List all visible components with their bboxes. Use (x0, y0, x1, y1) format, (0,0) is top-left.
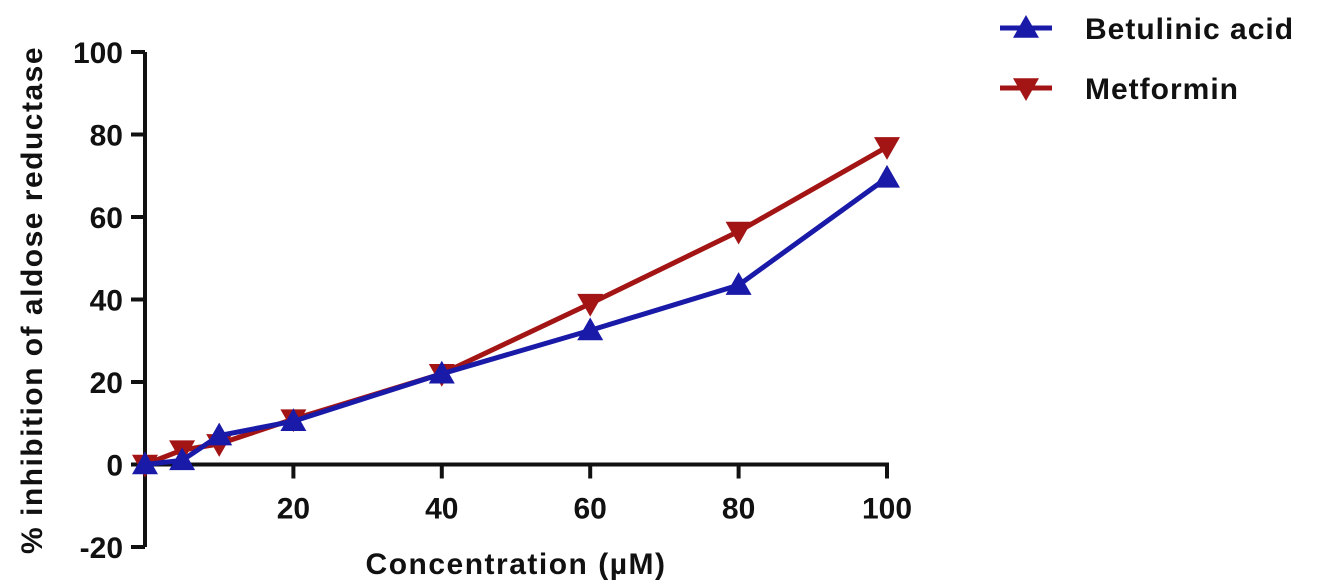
y-tick-label: 20 (90, 367, 123, 400)
data-point-betulinic-acid (169, 447, 196, 471)
legend-marker-triangle-down-icon (1013, 78, 1039, 101)
series-layer (132, 137, 900, 478)
y-tick-label: 80 (90, 120, 123, 153)
x-tick-label: 40 (425, 493, 458, 526)
legend: Betulinic acid Metformin (1000, 13, 1294, 106)
legend-item-betulinic-acid: Betulinic acid (1000, 13, 1294, 46)
legend-label: Betulinic acid (1085, 13, 1294, 46)
series-betulinic-acid (132, 164, 900, 475)
x-tick-label: 20 (277, 493, 310, 526)
y-tick-label: 0 (106, 450, 123, 483)
legend-item-metformin: Metformin (1000, 73, 1239, 106)
series-line-metformin (144, 144, 889, 467)
data-point-betulinic-acid (725, 272, 752, 295)
data-point-betulinic-acid (280, 408, 307, 431)
series-line-betulinic-acid (144, 175, 889, 467)
axes: -20 0 20 40 60 80 100 20 40 60 80 100 (73, 37, 912, 565)
x-tick-label: 100 (862, 493, 912, 526)
series-metformin (132, 137, 900, 478)
data-point-betulinic-acid (206, 422, 233, 446)
data-point-betulinic-acid (428, 360, 455, 384)
data-point-betulinic-acid (874, 164, 900, 188)
y-axis-title: % inhibition of aldose reductase (16, 46, 49, 554)
data-point-metformin (874, 137, 900, 160)
data-point-betulinic-acid (577, 317, 604, 341)
data-point-betulinic-acid (132, 451, 158, 475)
x-tick-label: 60 (574, 493, 607, 526)
x-tick-label: 80 (722, 493, 755, 526)
y-tick-label: 100 (73, 37, 123, 70)
y-tick-label: 60 (90, 202, 123, 235)
legend-label: Metformin (1085, 73, 1239, 106)
legend-marker-triangle-up-icon (1013, 15, 1039, 38)
y-tick-label: -20 (80, 532, 123, 565)
x-axis-title: Concentration (µM) (366, 548, 667, 581)
y-tick-label: 40 (90, 285, 123, 318)
data-point-metformin (725, 221, 752, 245)
data-point-metformin (577, 293, 604, 317)
